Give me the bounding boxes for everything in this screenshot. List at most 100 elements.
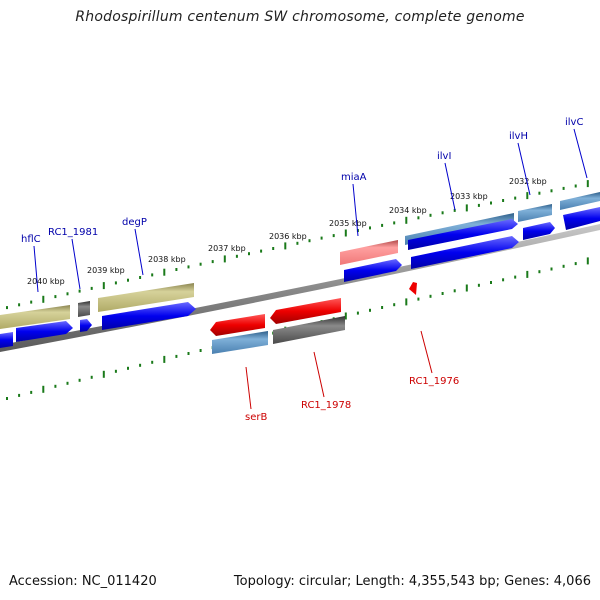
gene-label-hflC[interactable]: hflC — [21, 234, 41, 245]
minor-tick — [562, 264, 565, 268]
major-tick — [465, 204, 468, 212]
cds-arrow-RC1_1981[interactable] — [80, 319, 92, 332]
minor-tick — [114, 369, 117, 373]
minor-tick — [369, 308, 371, 312]
cds-arrow-miaA[interactable] — [344, 259, 402, 282]
major-tick — [42, 295, 45, 303]
gene-label-ilvH[interactable]: ilvH — [509, 131, 528, 142]
cds-arrow-RC1_1976[interactable] — [409, 282, 417, 295]
gene-label-serB[interactable]: serB — [245, 412, 267, 423]
reverse-leader-lines — [245, 330, 433, 410]
minor-tick — [139, 363, 142, 367]
gene-label-RC1_1981[interactable]: RC1_1981 — [48, 227, 98, 238]
major-tick — [344, 312, 347, 320]
major-tick — [586, 257, 589, 265]
major-tick — [223, 255, 226, 263]
minor-tick — [381, 306, 384, 309]
forward-scale-ticks — [6, 180, 589, 310]
kbp-label: 2036 kbp — [269, 232, 307, 241]
minor-tick — [18, 393, 21, 397]
gene-bar-ilvC[interactable] — [560, 192, 600, 210]
minor-tick — [18, 303, 21, 307]
minor-tick — [453, 208, 456, 212]
gene-label-miaA[interactable]: miaA — [341, 172, 367, 183]
kbp-label: 2038 kbp — [148, 255, 186, 264]
minor-tick — [66, 381, 69, 385]
minor-tick — [562, 186, 565, 190]
kbp-label: 2035 kbp — [329, 219, 367, 228]
minor-tick — [187, 352, 190, 355]
major-tick — [344, 229, 347, 237]
minor-tick — [175, 354, 178, 358]
minor-tick — [54, 384, 57, 388]
minor-tick — [139, 276, 142, 279]
minor-tick — [514, 196, 517, 200]
minor-tick — [151, 360, 154, 364]
cds-arrow-ilvI-b[interactable] — [411, 236, 519, 269]
cds-arrow-RC1_1978[interactable] — [270, 298, 341, 324]
minor-tick — [30, 300, 33, 304]
minor-tick — [308, 239, 311, 243]
minor-tick — [393, 221, 396, 225]
major-tick — [163, 268, 166, 276]
gene-label-degP[interactable]: degP — [122, 217, 147, 228]
minor-tick — [151, 273, 154, 277]
minor-tick — [429, 294, 432, 298]
kbp-label: 2039 kbp — [87, 266, 125, 275]
gene-bar-hflC[interactable] — [0, 305, 70, 329]
minor-tick — [211, 260, 214, 264]
major-tick — [405, 298, 408, 306]
gene-bar-RC1_1978[interactable] — [273, 316, 345, 344]
major-tick — [102, 282, 105, 290]
cds-arrow-degP[interactable] — [102, 302, 196, 330]
major-tick — [586, 180, 589, 188]
map-title: Rhodospirillum centenum SW chromosome, c… — [75, 9, 525, 25]
minor-tick — [78, 378, 81, 382]
minor-tick — [260, 249, 263, 253]
minor-tick — [574, 184, 577, 188]
minor-tick — [356, 311, 359, 315]
cds-arrow-serB[interactable] — [210, 314, 265, 336]
gene-bar-serB[interactable] — [212, 331, 268, 354]
cds-arrow-ilvH[interactable] — [523, 222, 555, 240]
minor-tick — [574, 262, 577, 266]
gene-label-RC1_1976[interactable]: RC1_1976 — [409, 376, 459, 387]
minor-tick — [127, 366, 129, 370]
gene-bar-RC1_1981[interactable] — [78, 301, 90, 317]
gene-bar-miaA[interactable] — [340, 240, 398, 265]
minor-tick — [477, 283, 480, 287]
major-tick — [405, 216, 408, 224]
minor-tick — [502, 278, 505, 282]
minor-tick — [320, 236, 323, 240]
minor-tick — [502, 199, 505, 202]
gene-label-RC1_1978[interactable]: RC1_1978 — [301, 400, 351, 411]
minor-tick — [54, 295, 57, 299]
gene-bar-degP[interactable] — [98, 283, 194, 312]
minor-tick — [453, 289, 456, 293]
minor-tick — [66, 292, 69, 296]
minor-tick — [490, 281, 492, 284]
kbp-label: 2034 kbp — [389, 206, 427, 215]
major-tick — [526, 270, 529, 278]
gene-label-ilvI[interactable]: ilvI — [437, 151, 451, 162]
minor-tick — [514, 275, 517, 279]
gene-bar-ilvH[interactable] — [518, 204, 552, 222]
minor-tick — [127, 278, 129, 282]
minor-tick — [429, 213, 432, 217]
genome-summary-text: Topology: circular; Length: 4,355,543 bp… — [233, 574, 591, 589]
minor-tick — [235, 254, 238, 258]
cds-arrow-ilvI-a[interactable] — [408, 219, 518, 250]
minor-tick — [90, 375, 93, 379]
major-tick — [284, 242, 287, 250]
gene-label-ilvC[interactable]: ilvC — [565, 117, 583, 128]
minor-tick — [248, 252, 250, 256]
cds-arrow-ilvC[interactable] — [563, 207, 600, 230]
cds-arrow-hflC[interactable] — [0, 332, 13, 348]
minor-tick — [381, 223, 384, 227]
major-tick — [102, 370, 105, 378]
major-tick — [465, 284, 468, 292]
minor-tick — [78, 289, 81, 293]
kbp-label: 2032 kbp — [509, 177, 547, 186]
cds-arrow-forward[interactable] — [16, 321, 73, 342]
